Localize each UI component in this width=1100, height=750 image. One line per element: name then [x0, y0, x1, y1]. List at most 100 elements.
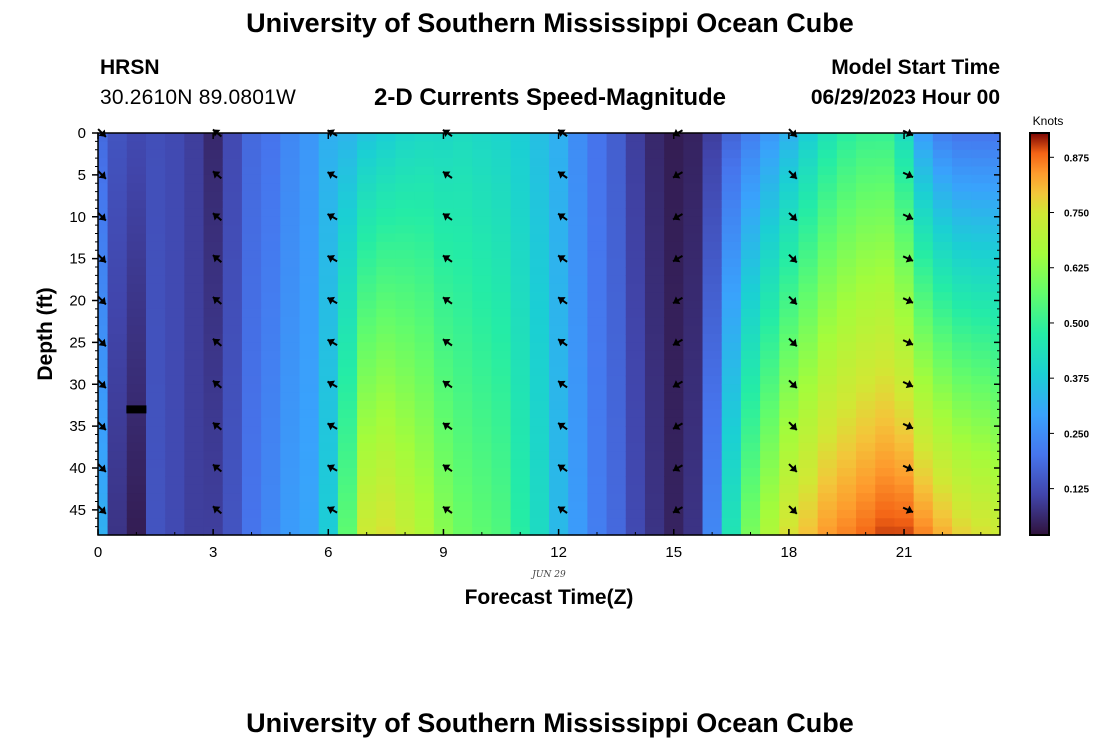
heatmap-cell [779, 300, 800, 310]
heatmap-cell [779, 158, 800, 168]
heatmap-cell [894, 191, 915, 201]
heatmap-cell [280, 518, 301, 528]
heatmap-cell [644, 509, 665, 519]
heatmap-cell [472, 434, 493, 444]
heatmap-cell [241, 208, 262, 218]
heatmap-cell [664, 392, 684, 402]
heatmap-cell [529, 275, 550, 285]
heatmap-cell [222, 401, 243, 410]
heatmap-cell [606, 216, 627, 226]
heatmap-cell [798, 409, 819, 419]
heatmap-cell [683, 509, 704, 519]
heatmap-cell [568, 225, 588, 235]
heatmap-cell [856, 459, 876, 469]
heatmap-cell [702, 392, 723, 402]
heatmap-cell [798, 476, 819, 486]
arrow-head [98, 422, 106, 430]
heatmap-cell [952, 401, 972, 410]
heatmap-cell [894, 350, 915, 360]
heatmap-cell [644, 409, 665, 419]
heatmap-cell [395, 283, 416, 293]
heatmap-cell [318, 258, 339, 268]
heatmap-cell [625, 325, 646, 335]
heatmap-cell [98, 359, 109, 369]
heatmap-cell [760, 476, 780, 486]
heatmap-cell [318, 442, 339, 452]
heatmap-cell [472, 334, 493, 343]
heatmap-cell [165, 308, 185, 318]
heatmap-cell [241, 300, 262, 310]
heatmap-cell [376, 350, 397, 360]
heatmap-cell [932, 275, 953, 285]
heatmap-cell [683, 434, 704, 444]
heatmap-cell [606, 359, 627, 369]
heatmap-cell [760, 359, 780, 369]
heatmap-cell [836, 526, 857, 536]
heatmap-cell [337, 225, 358, 235]
heatmap-cell [165, 350, 185, 360]
heatmap-cell [145, 208, 166, 218]
station-coordinates: 30.2610N 89.0801W [100, 86, 297, 109]
heatmap-cell [318, 149, 339, 159]
heatmap-cell [875, 283, 896, 293]
current-arrow [97, 170, 107, 180]
heatmap-cell [184, 476, 205, 486]
heatmap-cell [165, 451, 185, 461]
heatmap-cell [932, 526, 953, 536]
heatmap-cell [894, 258, 915, 268]
heatmap-cell [357, 342, 377, 352]
heatmap-cell [299, 501, 320, 511]
heatmap-cell [875, 149, 896, 159]
heatmap-cell [222, 518, 243, 528]
heatmap-cell [222, 476, 243, 486]
heatmap-cell [913, 526, 934, 536]
heatmap-cell [491, 149, 512, 159]
heatmap-cell [817, 208, 838, 218]
heatmap-cell [261, 250, 281, 260]
heatmap-cell [261, 367, 281, 377]
heatmap-cell [856, 342, 876, 352]
heatmap-cell [952, 258, 972, 268]
current-arrow [327, 255, 338, 263]
heatmap-cell [433, 509, 454, 519]
heatmap-cell [990, 300, 1001, 310]
heatmap-cell [894, 300, 915, 310]
heatmap-cell [549, 174, 569, 184]
heatmap-cell [337, 459, 358, 469]
heatmap-cell [913, 493, 934, 503]
heatmap-cell [798, 434, 819, 444]
heatmap-cell [875, 216, 896, 226]
heatmap-cell [549, 434, 569, 444]
current-arrow [902, 254, 914, 263]
heatmap-cell [856, 292, 876, 302]
heatmap-cell [337, 375, 358, 385]
heatmap-cell [145, 174, 166, 184]
heatmap-cell [337, 509, 358, 519]
heatmap-cell [165, 484, 185, 494]
current-arrow [788, 337, 798, 348]
heatmap-cell [453, 174, 473, 184]
heatmap-cell [357, 250, 377, 260]
heatmap-cell [587, 267, 608, 276]
heatmap-cell [568, 476, 588, 486]
heatmap-cell [395, 334, 416, 343]
heatmap-cell [606, 375, 627, 385]
heatmap-cell [568, 526, 588, 536]
heatmap-cell [721, 375, 742, 385]
current-vector-arrows [97, 128, 914, 515]
heatmap-cell [222, 267, 243, 276]
heatmap-cell [721, 300, 742, 310]
heatmap-cell [644, 183, 665, 193]
heatmap-cell [760, 250, 780, 260]
heatmap-cell [261, 334, 281, 343]
heatmap-cell [952, 308, 972, 318]
heatmap-cell [98, 267, 109, 276]
heatmap-cell [280, 426, 301, 436]
heatmap-cell [836, 174, 857, 184]
heatmap-cell [357, 451, 377, 461]
heatmap-cell [952, 158, 972, 168]
heatmap-cell [529, 375, 550, 385]
heatmap-cell [932, 334, 953, 343]
heatmap-cell [913, 308, 934, 318]
heatmap-cell [875, 292, 896, 302]
